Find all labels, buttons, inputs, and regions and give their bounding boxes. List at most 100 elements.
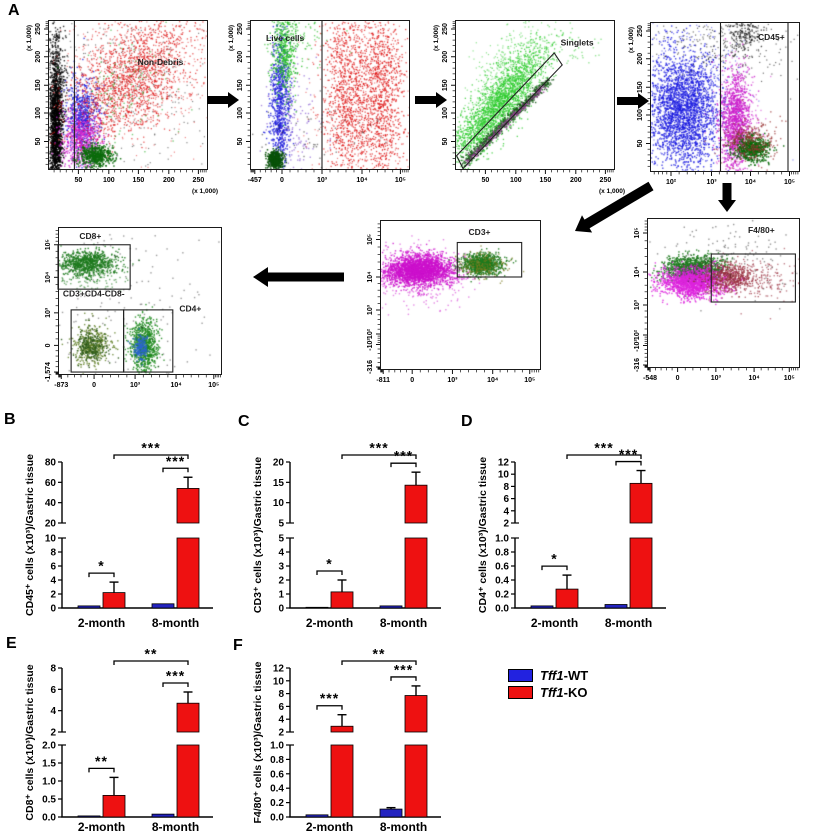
svg-text:*: *	[551, 551, 557, 567]
bar-ko-2-month-lower	[330, 744, 354, 818]
svg-text:150: 150	[540, 177, 552, 184]
sig-bracket	[113, 454, 189, 459]
svg-text:2-month: 2-month	[78, 616, 125, 630]
svg-text:**: **	[95, 753, 108, 769]
bar-chart-svg-F: 0.00.20.40.60.81.024681012********2-mont…	[252, 646, 441, 834]
svg-text:10: 10	[273, 676, 285, 687]
bar-chart-svg-D: 0.00.20.40.60.81.024681012*******2-month…	[477, 440, 666, 630]
wt-color-swatch	[508, 669, 533, 682]
svg-text:0: 0	[50, 604, 56, 615]
svg-text:-873: -873	[54, 382, 68, 389]
bar-ko-2-month-upper	[330, 725, 354, 733]
sig-bracket	[615, 460, 642, 466]
svg-text:150: 150	[35, 79, 42, 91]
svg-text:*: *	[326, 556, 332, 572]
bar-ko-8-month-lower	[176, 744, 200, 818]
svg-text:250: 250	[637, 25, 644, 37]
svg-text:250: 250	[600, 177, 612, 184]
svg-text:10⁵: 10⁵	[524, 377, 535, 384]
svg-text:6: 6	[50, 562, 56, 573]
bar-chart-E: 0.0 0.5 1.0 1.5 2.0 2 4 6 8 ** *** ** 2-month 8-month…	[0, 632, 230, 836]
svg-text:10⁵: 10⁵	[395, 177, 406, 184]
svg-text:200: 200	[637, 53, 644, 65]
svg-text:CD3⁺ cells (x10³)/Gastric tiss: CD3⁺ cells (x10³)/Gastric tissue	[252, 457, 264, 613]
svg-text:10: 10	[273, 498, 285, 509]
svg-text:10⁵: 10⁵	[367, 234, 374, 245]
svg-text:50: 50	[35, 138, 42, 146]
svg-text:4: 4	[503, 506, 509, 517]
svg-text:200: 200	[35, 51, 42, 63]
svg-text:CD8+: CD8+	[79, 231, 101, 241]
svg-text:100: 100	[103, 177, 115, 184]
flow-scatter-live-cells	[250, 20, 410, 170]
svg-text:CD45+: CD45+	[758, 32, 785, 42]
gating-flow-arrows	[207, 92, 736, 287]
sig-bracket	[316, 570, 343, 575]
panel-label-b: B	[4, 411, 16, 428]
bar-ko-8-month-lower	[404, 744, 428, 818]
svg-text:10³: 10³	[711, 375, 722, 382]
svg-text:200: 200	[163, 177, 175, 184]
svg-text:-811: -811	[376, 377, 390, 384]
svg-text:***: ***	[369, 440, 388, 456]
flow-scatter-singlets	[455, 20, 615, 170]
bar-ko-8-month-lower	[404, 537, 428, 609]
sig-bracket	[113, 660, 189, 665]
svg-text:-10²: -10²	[634, 339, 641, 352]
svg-text:(x 1,000): (x 1,000)	[599, 188, 625, 195]
svg-text:0.2: 0.2	[495, 590, 509, 601]
svg-text:8-month: 8-month	[152, 616, 199, 630]
svg-text:***: ***	[141, 440, 160, 456]
flow-arrow-2	[415, 92, 447, 108]
bar-ko-2-month	[555, 588, 579, 609]
svg-text:***: ***	[394, 661, 413, 677]
flow-arrow-4	[718, 183, 736, 212]
svg-text:10²: 10²	[367, 328, 374, 339]
svg-text:2-month: 2-month	[78, 820, 125, 834]
svg-text:8-month: 8-month	[380, 820, 427, 834]
svg-text:***: ***	[166, 668, 185, 684]
sig-bracket	[390, 462, 417, 468]
sig-bracket	[88, 572, 115, 578]
svg-text:***: ***	[320, 690, 339, 706]
flow-scatter-t-cell-subsets	[58, 227, 222, 375]
bar-ko-8-month-upper	[404, 695, 428, 733]
svg-text:10⁴: 10⁴	[45, 271, 52, 283]
svg-text:CD45⁺ cells (x10³)/Gastric tis: CD45⁺ cells (x10³)/Gastric tissue	[24, 454, 36, 616]
svg-text:***: ***	[166, 453, 185, 469]
svg-text:10⁵: 10⁵	[784, 375, 795, 382]
svg-text:1.0: 1.0	[270, 741, 284, 752]
svg-text:**: **	[145, 646, 158, 662]
svg-text:50: 50	[237, 138, 244, 146]
sig-bracket	[566, 454, 642, 459]
svg-text:10⁴: 10⁴	[748, 375, 760, 382]
svg-text:***: ***	[394, 448, 413, 464]
svg-text:CD4⁺ cells (x10³)/Gastric tiss: CD4⁺ cells (x10³)/Gastric tissue	[477, 457, 489, 613]
svg-text:0: 0	[92, 382, 96, 389]
bar-wt-8-month	[151, 813, 175, 818]
svg-text:1.0: 1.0	[42, 777, 56, 788]
panel-label-e: E	[6, 635, 17, 652]
svg-text:F4/80+: F4/80+	[748, 225, 775, 235]
svg-text:100: 100	[637, 109, 644, 121]
svg-text:(x 1,000): (x 1,000)	[26, 25, 33, 51]
flow-arrow-3	[617, 93, 649, 109]
svg-text:0.4: 0.4	[495, 576, 509, 587]
svg-text:*: *	[98, 558, 104, 574]
bar-chart-C: 0 1 2 3 4 5 5 10 15 20 * *** *** 2-month 8-month CD3⁺ c…	[228, 420, 458, 638]
svg-text:5: 5	[278, 534, 284, 545]
flow-arrow-6	[253, 267, 344, 287]
svg-text:-316: -316	[367, 360, 374, 374]
bar-wt-8-month	[379, 808, 403, 818]
svg-text:200: 200	[237, 51, 244, 63]
svg-text:(x 1,000): (x 1,000)	[433, 25, 440, 51]
svg-text:10⁵: 10⁵	[634, 227, 641, 238]
bar-ko-8-month-lower	[176, 537, 200, 609]
svg-text:10⁴: 10⁴	[356, 177, 368, 184]
svg-text:200: 200	[570, 177, 582, 184]
svg-text:10³: 10³	[634, 299, 641, 310]
bar-chart-B: 0 2 4 6 8 10 20 40 60 80 * *** *** 2-month 8-month CD45…	[0, 420, 230, 638]
